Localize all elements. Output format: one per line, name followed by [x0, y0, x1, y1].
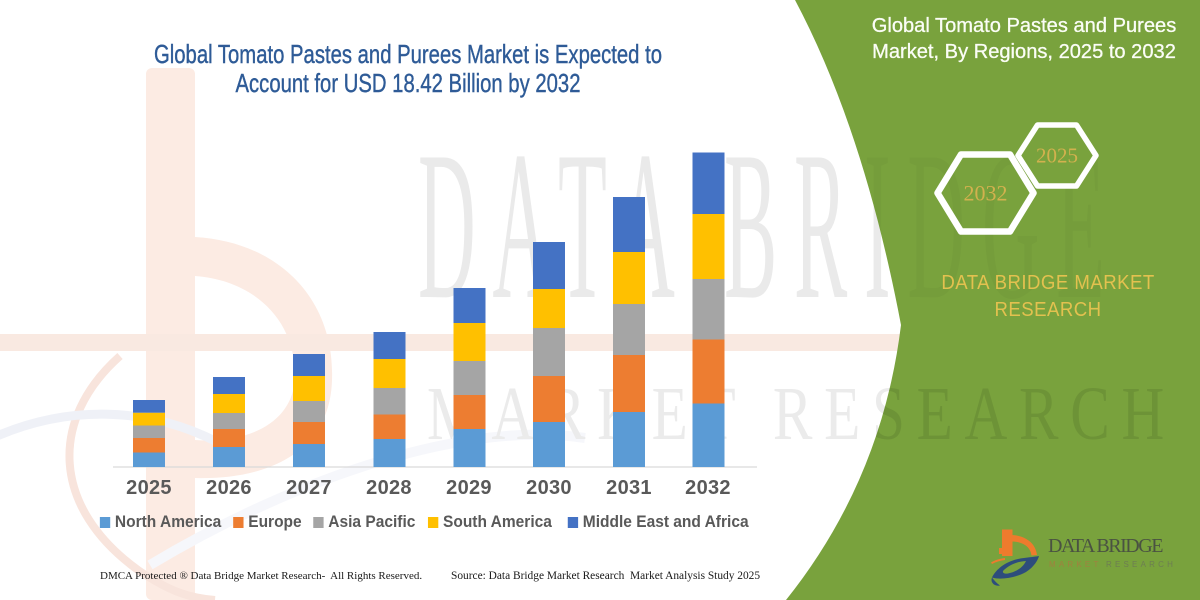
svg-text:2025: 2025	[1036, 144, 1078, 168]
svg-text:2032: 2032	[964, 181, 1008, 206]
svg-text:MARKET: MARKET	[1049, 560, 1102, 569]
svg-text:DATA BRIDGE: DATA BRIDGE	[1048, 535, 1164, 557]
svg-text:RESEARCH: RESEARCH	[1106, 560, 1176, 569]
